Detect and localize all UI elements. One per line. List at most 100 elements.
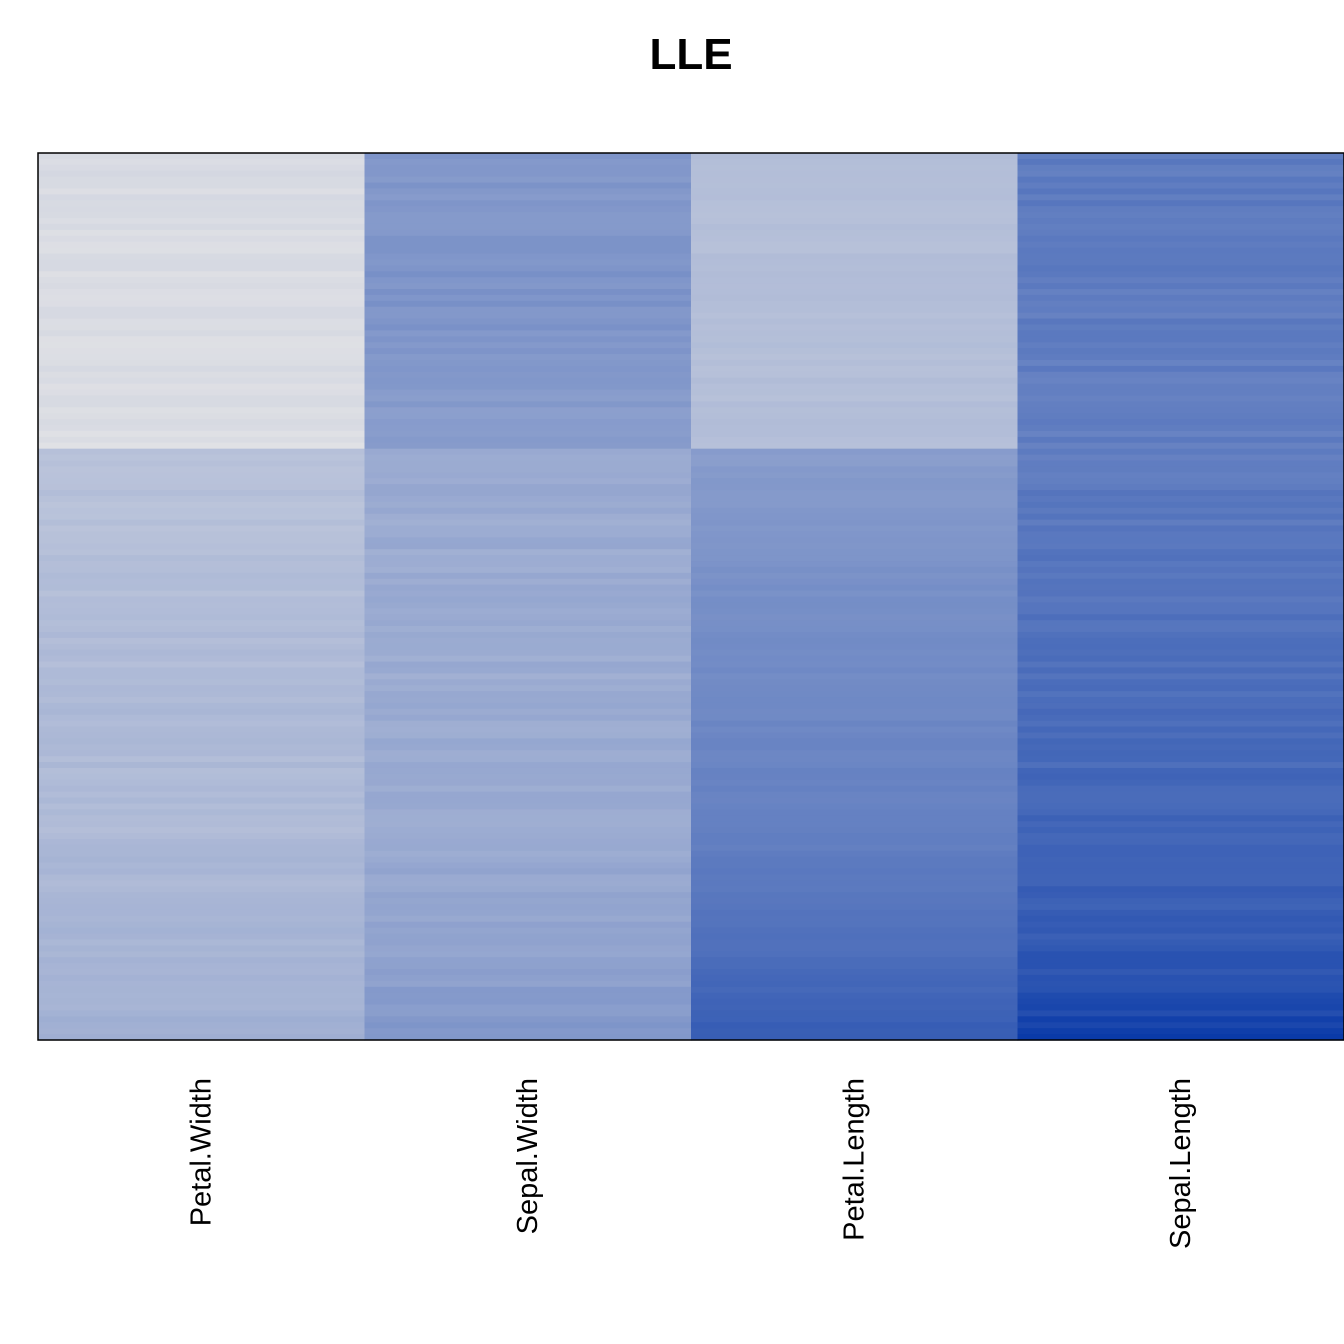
heatmap-cell	[364, 164, 692, 172]
heatmap-cell	[38, 153, 366, 160]
heatmap-cell	[38, 377, 366, 385]
heatmap-cell	[364, 519, 692, 527]
heatmap-cell	[364, 963, 692, 970]
heatmap-cell	[38, 596, 366, 604]
heatmap-cell	[1017, 986, 1344, 994]
heatmap-cell	[38, 561, 366, 568]
heatmap-cell	[364, 413, 692, 420]
heatmap-cell	[38, 218, 366, 225]
heatmap-cell	[38, 738, 366, 745]
heatmap-cell	[1017, 507, 1344, 515]
heatmap-cell	[691, 998, 1019, 1006]
heatmap-cell	[364, 283, 692, 290]
heatmap-cell	[38, 336, 366, 343]
heatmap-cell	[1017, 359, 1344, 367]
heatmap-cell	[38, 413, 366, 420]
heatmap-cell	[691, 306, 1019, 314]
heatmap-cell	[38, 507, 366, 515]
heatmap-cell	[1017, 714, 1344, 722]
heatmap-cell	[1017, 383, 1344, 391]
heatmap-cell	[364, 549, 692, 556]
heatmap-cell	[1017, 1028, 1344, 1035]
heatmap-cell	[364, 336, 692, 343]
heatmap-cell	[1017, 212, 1344, 219]
heatmap-cell	[38, 188, 366, 195]
heatmap-cell	[691, 448, 1019, 456]
heatmap-cell	[38, 868, 366, 876]
heatmap-cell	[691, 945, 1019, 952]
heatmap-cell	[691, 212, 1019, 219]
heatmap-cell	[1017, 903, 1344, 911]
heatmap-cell	[691, 223, 1019, 231]
heatmap-cell	[691, 365, 1019, 373]
heatmap-cell	[1017, 525, 1344, 533]
heatmap-cell	[691, 614, 1019, 621]
heatmap-cell	[38, 1028, 366, 1035]
heatmap-cell	[1017, 484, 1344, 491]
heatmap-cell	[1017, 241, 1344, 249]
heatmap-cell	[38, 519, 366, 527]
heatmap-cell	[691, 655, 1019, 663]
heatmap-cell	[38, 673, 366, 680]
heatmap-cell	[1017, 779, 1344, 787]
heatmap-cell	[1017, 460, 1344, 467]
heatmap-cell	[1017, 164, 1344, 172]
heatmap-cell	[1017, 312, 1344, 320]
heatmap-cell	[38, 531, 366, 538]
heatmap-cell	[691, 809, 1019, 816]
heatmap-cell	[38, 348, 366, 355]
heatmap-cell	[38, 1010, 366, 1017]
heatmap-cell	[364, 460, 692, 467]
heatmap-cell	[38, 300, 366, 308]
heatmap-cell	[1017, 229, 1344, 237]
heatmap-cell	[691, 294, 1019, 302]
heatmap-cell	[364, 1010, 692, 1017]
heatmap-cell	[691, 454, 1019, 462]
heatmap-cell	[364, 318, 692, 326]
heatmap-cell	[364, 241, 692, 249]
heatmap-cell	[1017, 833, 1344, 840]
heatmap-cell	[1017, 626, 1344, 633]
heatmap-cell	[364, 862, 692, 870]
heatmap-cell	[38, 271, 366, 278]
heatmap-cell	[38, 359, 366, 367]
heatmap-cell	[364, 643, 692, 651]
heatmap-cell	[691, 980, 1019, 988]
heatmap-cell	[1017, 454, 1344, 462]
heatmap-cell	[691, 626, 1019, 633]
heatmap-cell	[1017, 425, 1344, 432]
heatmap-cell	[38, 963, 366, 970]
heatmap-cell	[691, 744, 1019, 751]
heatmap-cell	[691, 909, 1019, 917]
heatmap-cell	[38, 939, 366, 946]
heatmap-cell	[364, 631, 692, 639]
heatmap-cell	[364, 1004, 692, 1012]
heatmap-cell	[1017, 992, 1344, 1000]
heatmap-cell	[691, 868, 1019, 876]
heatmap-cell	[38, 1004, 366, 1012]
heatmap-cell	[691, 667, 1019, 674]
heatmap-cell	[691, 969, 1019, 976]
heatmap-cell	[1017, 501, 1344, 509]
heatmap-cell	[691, 300, 1019, 308]
heatmap-cell	[38, 833, 366, 840]
heatmap-cell	[38, 407, 366, 414]
heatmap-cell	[1017, 655, 1344, 663]
heatmap-cell	[38, 401, 366, 408]
heatmap-cell	[1017, 188, 1344, 195]
heatmap-cell	[364, 661, 692, 669]
heatmap-cell	[1017, 720, 1344, 728]
heatmap-cell	[38, 490, 366, 497]
heatmap-cell	[1017, 927, 1344, 935]
heatmap-cell	[1017, 318, 1344, 326]
heatmap-cell	[38, 667, 366, 674]
heatmap-cell	[364, 383, 692, 391]
heatmap-cell	[1017, 466, 1344, 473]
heatmap-cell	[364, 838, 692, 846]
heatmap-cell	[38, 454, 366, 462]
heatmap-cell	[364, 265, 692, 272]
heatmap-cell	[364, 827, 692, 834]
heatmap-cell	[1017, 194, 1344, 201]
heatmap-cell	[364, 330, 692, 337]
heatmap-cell	[691, 803, 1019, 810]
